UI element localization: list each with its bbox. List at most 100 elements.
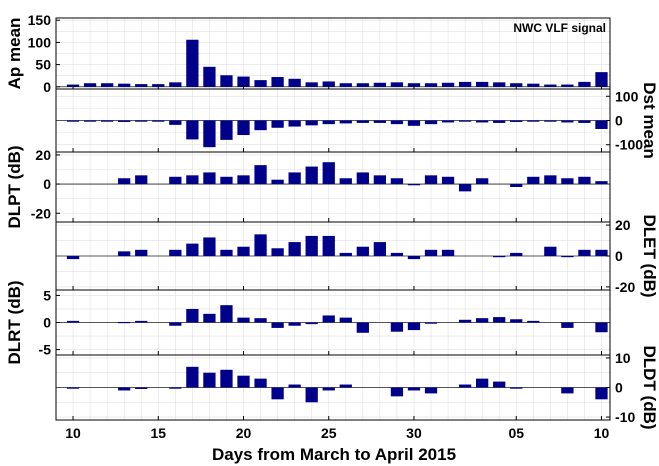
bar-dst	[203, 120, 216, 148]
bar-dst	[66, 120, 80, 122]
bar-dldt	[288, 384, 301, 388]
y-tick-label-ap: 100	[28, 34, 52, 50]
bar-ap	[220, 75, 233, 87]
bar-dlpt	[561, 178, 574, 185]
y-tick-label-dldt: -10	[615, 409, 635, 425]
bar-dldt	[66, 387, 80, 389]
y-tick-label-dlpt: 0	[43, 176, 51, 192]
bar-ap	[441, 82, 455, 87]
bar-dst	[135, 120, 148, 122]
bar-ap	[118, 83, 131, 87]
bar-ap	[203, 66, 216, 87]
bar-dlet	[561, 256, 574, 258]
bar-dlpt	[390, 178, 404, 185]
bar-dlrt	[476, 318, 489, 323]
bar-dlpt	[407, 184, 421, 186]
bar-dlet	[135, 249, 148, 256]
bar-ap	[493, 82, 506, 87]
bar-dlet	[220, 249, 233, 256]
bar-dlrt	[118, 321, 131, 324]
panel-dldt: -10 0 10 DLDT (dB)	[55, 345, 659, 430]
bar-dldt	[322, 387, 335, 391]
bar-dldt	[305, 387, 318, 403]
bar-ap	[237, 76, 250, 87]
bar-dst	[220, 120, 233, 140]
bar-ap	[288, 78, 301, 87]
bar-dst	[152, 120, 165, 122]
bar-ap	[339, 83, 352, 87]
bar-dldt	[271, 387, 284, 400]
y-tick-label-ap: 150	[28, 12, 52, 28]
bar-dlpt	[510, 184, 523, 187]
bar-dst	[441, 120, 455, 123]
bar-dldt	[424, 387, 438, 394]
bar-ap	[373, 82, 387, 87]
bar-dldt	[493, 381, 506, 388]
bar-dlrt	[135, 320, 148, 323]
y-tick-label-dldt: 0	[615, 380, 623, 396]
bar-dlet	[510, 252, 523, 256]
bar-ap	[544, 84, 557, 87]
bar-dlrt	[203, 313, 216, 323]
bar-ap	[561, 84, 574, 87]
x-tick-label: 10	[65, 425, 81, 441]
bar-dlet	[424, 249, 438, 256]
bar-dlpt	[441, 176, 455, 185]
bar-ap	[476, 81, 489, 87]
y-axis-label-dldt: DLDT (dB)	[640, 345, 659, 429]
bar-dlet	[66, 256, 80, 260]
bar-dlrt	[458, 319, 472, 323]
bar-dldt	[135, 387, 148, 389]
bar-dlrt	[288, 322, 301, 326]
bar-ap	[356, 83, 369, 87]
bar-dlet	[356, 246, 369, 256]
panel-dlpt: -20 0 20 DLPT (dB)	[5, 145, 611, 229]
bar-dlpt	[305, 166, 318, 185]
bar-ap	[458, 81, 472, 87]
bar-dlet	[186, 243, 199, 256]
bar-ap	[390, 82, 404, 87]
bar-dst	[118, 120, 131, 122]
bar-dlpt	[424, 175, 438, 185]
x-axis-label: Days from March to April 2015	[212, 445, 456, 464]
y-tick-label-dlpt: 20	[35, 147, 51, 163]
bar-dlet	[305, 235, 318, 256]
bar-dst	[83, 120, 97, 122]
y-tick-label-dlet: 20	[615, 217, 631, 233]
bar-dst	[476, 120, 489, 123]
bar-dst	[339, 120, 352, 124]
bar-dlet	[544, 246, 557, 256]
bar-dldt	[237, 375, 250, 388]
bar-dst	[493, 120, 506, 123]
bar-ap	[578, 81, 591, 87]
bar-dlet	[254, 234, 267, 256]
bar-dst	[527, 120, 540, 122]
bar-dst	[356, 120, 369, 123]
bar-dlet	[271, 248, 284, 256]
bar-dlet	[339, 252, 352, 256]
x-tick-label: 10	[594, 425, 610, 441]
bar-dlrt	[561, 322, 574, 328]
x-tick-label: 25	[321, 425, 337, 441]
y-tick-label-ap: 50	[35, 57, 51, 73]
bar-dlpt	[544, 175, 557, 185]
bar-dlpt	[527, 176, 540, 185]
bar-dlrt	[510, 319, 523, 323]
bar-dlpt	[322, 162, 335, 185]
bar-ap	[254, 80, 267, 87]
bar-dldt	[476, 378, 489, 388]
y-tick-label-dst: -100	[615, 137, 643, 153]
bar-dlpt	[288, 172, 301, 185]
bar-dldt	[458, 384, 472, 388]
bar-dst	[407, 120, 421, 126]
bar-dst	[186, 120, 199, 140]
bar-dlrt	[493, 317, 506, 323]
bar-dlpt	[237, 175, 250, 185]
y-tick-label-dlpt: -20	[31, 205, 51, 221]
bar-dlrt	[390, 322, 404, 332]
bar-dlpt	[356, 172, 369, 185]
bar-dlrt	[339, 317, 352, 323]
bar-ap	[595, 72, 608, 87]
